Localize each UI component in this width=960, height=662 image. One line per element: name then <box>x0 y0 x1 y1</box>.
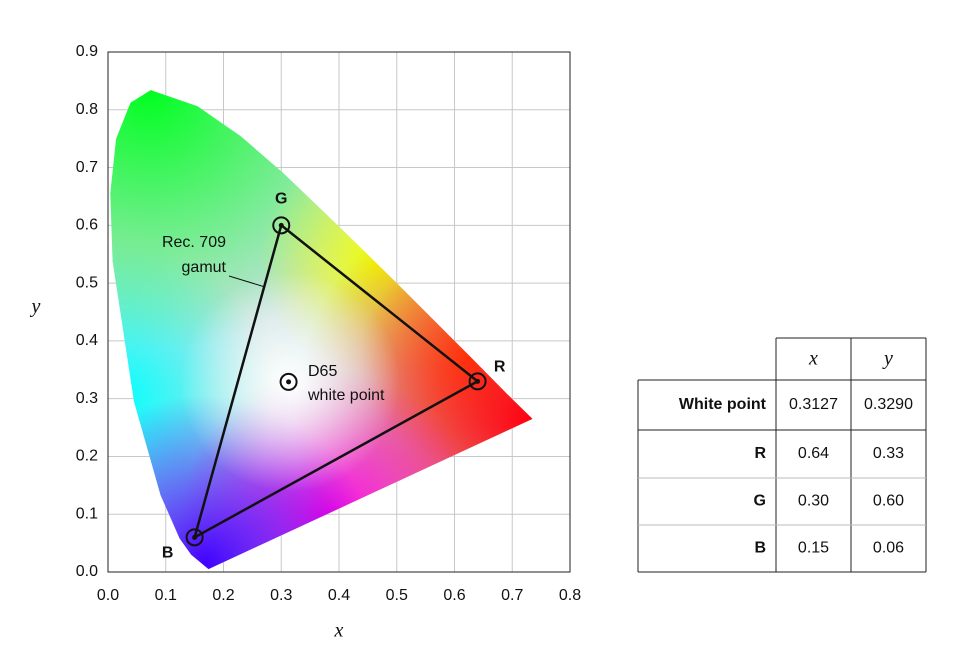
primary-dot <box>475 378 481 384</box>
white-point-label: white point <box>307 387 385 404</box>
primary-label: B <box>162 545 174 562</box>
spectral-locus <box>110 90 533 570</box>
table-row-label: G <box>754 493 766 510</box>
x-tick-label: 0.1 <box>155 587 177 604</box>
primary-dot <box>192 534 198 540</box>
primary-marker <box>468 372 487 391</box>
y-tick-label: 0.2 <box>76 448 98 465</box>
x-tick-label: 0.6 <box>443 587 465 604</box>
primary-marker <box>185 528 204 547</box>
table-cell: 0.15 <box>798 540 829 557</box>
table-cell: 0.06 <box>873 540 904 557</box>
x-tick-label: 0.2 <box>212 587 234 604</box>
table-cell: 0.30 <box>798 493 829 510</box>
table-row-label: White point <box>679 396 767 413</box>
x-tick-label: 0.3 <box>270 587 292 604</box>
y-tick-label: 0.0 <box>76 563 98 580</box>
primary-marker <box>272 216 291 235</box>
y-tick-label: 0.6 <box>76 217 98 234</box>
white-point-dot <box>286 379 292 385</box>
y-tick-label: 0.1 <box>76 505 98 522</box>
table-cell: 0.3290 <box>864 396 913 413</box>
gamut-label: Rec. 709 <box>162 234 226 251</box>
y-axis-label: y <box>30 296 41 318</box>
primary-dot <box>278 222 284 228</box>
table: x y White point 0.3127 0.3290 R 0.64 0.33 G 0.30 0… <box>637 337 927 573</box>
table-header: y <box>882 348 893 370</box>
x-tick-label: 0.4 <box>328 587 350 604</box>
y-tick-label: 0.7 <box>76 159 98 176</box>
table-cell: 0.33 <box>873 445 904 462</box>
table-header: x <box>808 348 818 370</box>
y-tick-label: 0.4 <box>76 332 98 349</box>
x-tick-label: 0.0 <box>97 587 119 604</box>
primary-label: R <box>494 359 506 376</box>
x-tick-label: 0.8 <box>559 587 581 604</box>
gamut-triangle <box>192 223 480 540</box>
y-tick-label: 0.3 <box>76 390 98 407</box>
x-tick-label: 0.5 <box>386 587 408 604</box>
primary-label: G <box>275 191 287 208</box>
gamut-label: gamut <box>182 259 227 276</box>
marks: R G B <box>162 191 506 562</box>
table-cell: 0.64 <box>798 445 829 462</box>
gamut-leader <box>228 275 266 288</box>
table-cell: 0.60 <box>873 493 904 510</box>
x-axis-label: x <box>334 620 344 642</box>
table-row-label: R <box>754 445 766 462</box>
plot-frame <box>107 51 571 573</box>
y-tick-label: 0.9 <box>76 43 98 60</box>
white-point-label: D65 <box>308 363 337 380</box>
table-cell: 0.3127 <box>789 396 838 413</box>
x-tick-label: 0.7 <box>501 587 523 604</box>
y-tick-label: 0.5 <box>76 274 98 291</box>
table-row-label: B <box>754 540 766 557</box>
y-tick-label: 0.8 <box>76 101 98 118</box>
